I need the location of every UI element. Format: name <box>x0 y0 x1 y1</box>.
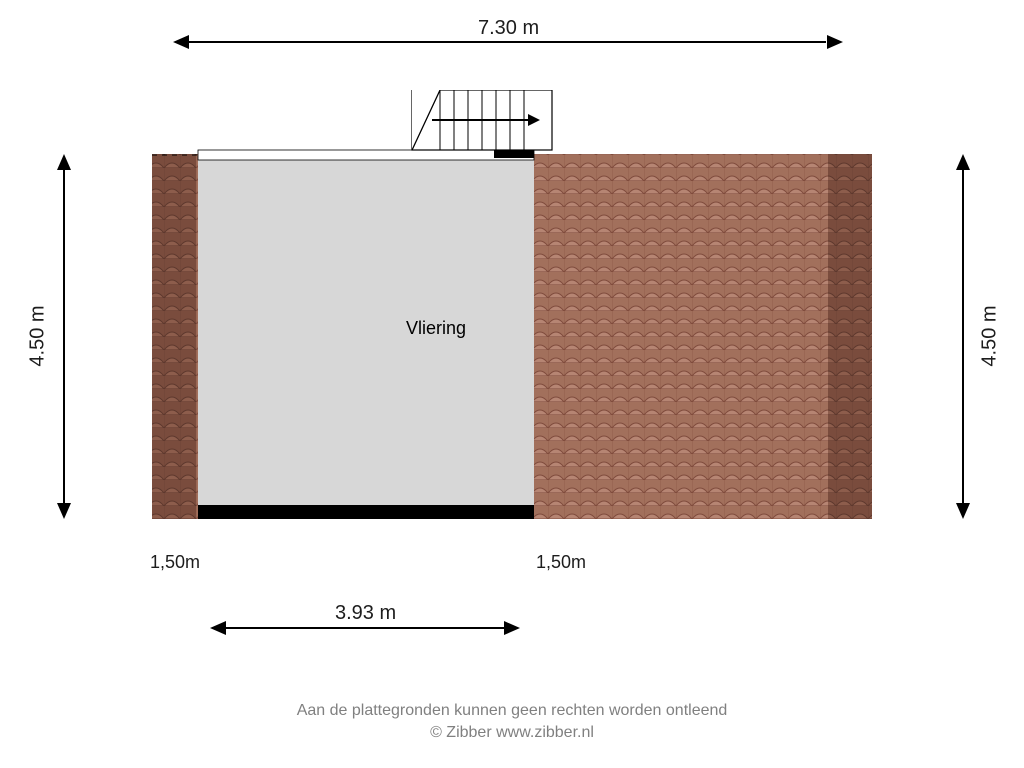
dim-left-arrow-down <box>57 503 71 519</box>
wall-strip-bottom <box>198 505 534 519</box>
dim-top-line <box>189 41 826 43</box>
footer-line1: Aan de plattegronden kunnen geen rechten… <box>297 702 728 719</box>
dim-left-line <box>63 170 65 503</box>
footer: Aan de plattegronden kunnen geen rechten… <box>0 700 1024 743</box>
height-note-right: 1,50m <box>536 552 586 573</box>
dim-bottom-label: 3.93 m <box>335 602 396 625</box>
roof-dark-strip-right <box>828 154 872 519</box>
room-label: Vliering <box>406 318 466 338</box>
roof-dark-strip-left <box>152 154 196 519</box>
plan-svg: Vliering <box>132 90 892 530</box>
dim-bottom-arrow-right <box>504 621 520 635</box>
dim-left-arrow-up <box>57 154 71 170</box>
dim-left-label: 4.50 m <box>27 305 50 366</box>
dim-bottom-arrow-left <box>210 621 226 635</box>
dim-right-arrow-down <box>956 503 970 519</box>
dim-top-label: 7.30 m <box>478 17 539 40</box>
staircase <box>412 90 552 150</box>
dim-right-line <box>962 170 964 503</box>
height-note-left: 1,50m <box>150 552 200 573</box>
room-floor <box>198 157 534 505</box>
floorplan-canvas: 7.30 m 4.50 m 4.50 m 3.93 m <box>0 0 1024 768</box>
dim-right-label: 4.50 m <box>979 305 1002 366</box>
footer-line2: © Zibber www.zibber.nl <box>430 724 594 741</box>
dim-top-arrow-right <box>827 35 843 49</box>
dim-right-arrow-up <box>956 154 970 170</box>
dim-top-arrow-left <box>173 35 189 49</box>
dim-bottom-line <box>226 627 505 629</box>
roof-top-gap <box>198 150 534 160</box>
